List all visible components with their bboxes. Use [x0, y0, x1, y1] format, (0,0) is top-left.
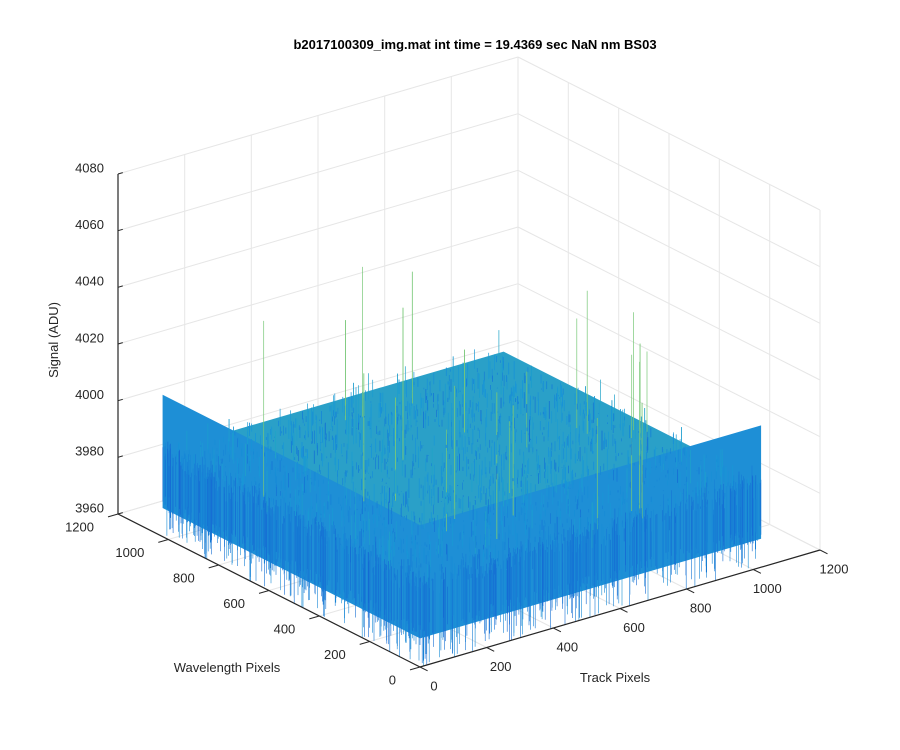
- x-tick: [619, 608, 628, 613]
- x-tick: [686, 588, 695, 594]
- surface-plot: [162, 266, 762, 666]
- z-tick-label: 3960: [75, 500, 104, 515]
- y-axis-label: Wavelength Pixels: [174, 660, 281, 675]
- grid-line: [517, 169, 821, 324]
- z-tick-label: 4020: [75, 330, 104, 345]
- z-tick-label: 4060: [75, 217, 104, 232]
- y-tick-label: 0: [389, 672, 396, 687]
- tick-labels: 0 200 400 600 800 1000 1200 0 200 400 600 800 1000 12…: [65, 160, 848, 693]
- y-tick: [258, 590, 270, 594]
- z-tick: [117, 455, 123, 458]
- x-tick-label: 200: [490, 659, 512, 674]
- y-tick: [359, 641, 370, 645]
- grid-line: [117, 283, 519, 402]
- z-tick: [117, 342, 123, 345]
- x-tick-label: 0: [430, 678, 437, 693]
- z-tick-label: 4000: [75, 387, 104, 402]
- grid-line: [117, 56, 519, 175]
- x-tick-label: 400: [556, 639, 578, 654]
- chart-title: b2017100309_img.mat int time = 19.4369 s…: [293, 37, 656, 52]
- y-tick-label: 200: [324, 647, 346, 662]
- x-tick: [419, 666, 428, 672]
- y-tick-label: 600: [223, 596, 245, 611]
- z-tick-label: 4040: [75, 274, 104, 289]
- grid-line: [117, 226, 519, 345]
- x-tick-label: 600: [623, 620, 645, 635]
- z-tick-label: 3980: [75, 444, 104, 459]
- grid-line: [117, 113, 519, 232]
- grid-line: [517, 226, 821, 381]
- y-tick-label: 400: [274, 621, 296, 636]
- y-tick-label: 1200: [65, 519, 94, 534]
- grid-line: [517, 56, 821, 211]
- z-tick: [117, 172, 123, 175]
- z-axis-label: Signal (ADU): [46, 302, 61, 378]
- x-tick: [819, 549, 828, 555]
- x-axis-label: Track Pixels: [580, 670, 651, 685]
- grid-line: [517, 339, 821, 494]
- x-tick-label: 800: [690, 600, 712, 615]
- grid-line: [517, 113, 821, 268]
- y-tick: [158, 539, 169, 543]
- x-tick: [553, 627, 562, 633]
- y-tick-label: 1000: [115, 545, 144, 560]
- y-tick: [208, 564, 219, 569]
- x-tick-label: 1200: [820, 561, 849, 576]
- y-tick: [309, 615, 320, 620]
- z-tick: [117, 228, 123, 232]
- x-tick-label: 1000: [753, 581, 782, 596]
- grid-line: [117, 169, 519, 288]
- z-tick: [117, 398, 123, 402]
- z-tick: [117, 285, 123, 288]
- x-tick: [486, 647, 495, 652]
- grid-line: [517, 283, 821, 438]
- y-tick-label: 800: [173, 570, 195, 585]
- z-tick-label: 4080: [75, 160, 104, 175]
- y-tick: [107, 513, 119, 518]
- y-tick: [409, 666, 421, 671]
- z-tick: [117, 512, 123, 515]
- x-tick: [753, 569, 762, 574]
